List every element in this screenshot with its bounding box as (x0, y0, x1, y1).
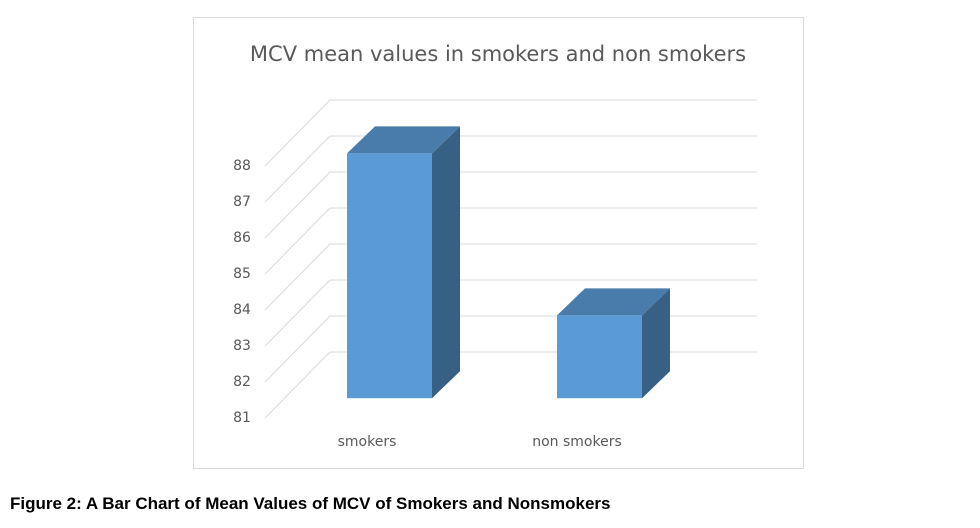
grid-line (264, 207, 757, 275)
y-tick-label: 88 (233, 158, 251, 174)
y-tick-label: 83 (233, 338, 251, 354)
grid-line (264, 279, 757, 347)
bar-top (557, 288, 670, 316)
chart: MCV mean values in smokers and non smoke… (193, 17, 804, 469)
x-tick-label: smokers (338, 434, 397, 450)
grid-line (264, 135, 757, 203)
bar-side (642, 288, 670, 399)
grid-line (264, 99, 757, 167)
y-tick-label: 81 (233, 410, 251, 426)
bar (347, 153, 432, 399)
y-tick-label: 84 (233, 302, 251, 318)
bar-side (432, 126, 460, 399)
y-tick-label: 82 (233, 374, 251, 390)
bar (557, 315, 642, 399)
caption: Figure 2: A Bar Chart of Mean Values of … (10, 494, 611, 513)
grid-line (264, 243, 757, 311)
y-tick-label: 87 (233, 194, 251, 210)
grid-line (264, 171, 757, 239)
x-tick-label: non smokers (532, 434, 622, 450)
y-tick-label: 85 (233, 266, 251, 282)
chart-title: MCV mean values in smokers and non smoke… (250, 42, 746, 66)
bar-top (347, 126, 460, 154)
y-tick-label: 86 (233, 230, 251, 246)
chart-frame (193, 17, 804, 469)
